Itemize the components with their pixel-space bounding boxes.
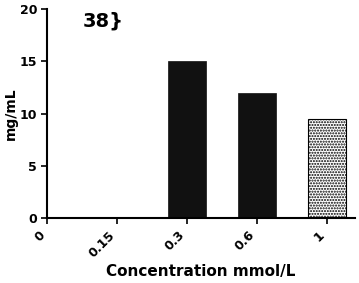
Bar [238,93,276,218]
Y-axis label: mg/mL: mg/mL [4,87,18,140]
Bar [308,119,346,218]
Text: 38}: 38} [83,11,123,30]
X-axis label: Concentration mmol/L: Concentration mmol/L [107,264,296,279]
Bar [168,61,206,218]
